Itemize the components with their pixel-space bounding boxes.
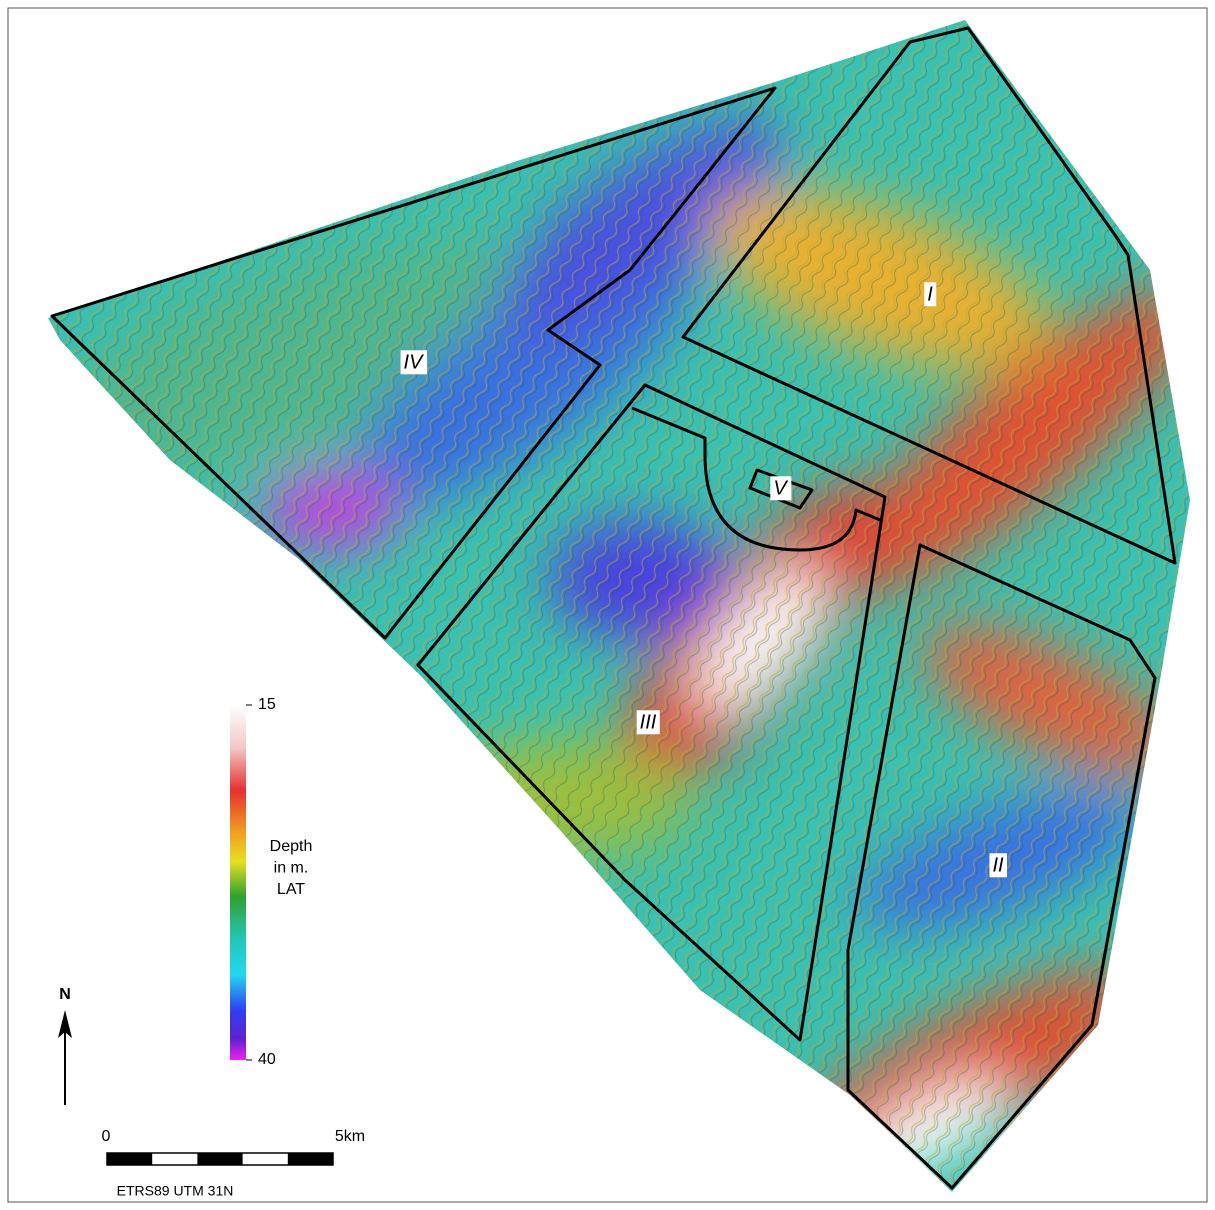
color-scale xyxy=(230,705,246,1060)
region-outlines xyxy=(50,26,1177,1190)
legend: 15 40 Depth in m. LAT xyxy=(246,696,312,1068)
legend-title: Depth xyxy=(270,838,313,855)
north-arrow: N xyxy=(58,986,72,1105)
region-label: IV xyxy=(404,351,425,373)
tick-label: 15 xyxy=(258,696,276,713)
region-label: V xyxy=(773,477,788,499)
region-label: I xyxy=(927,283,933,305)
projection: ETRS89 UTM 31N xyxy=(117,1183,234,1199)
region-label: III xyxy=(640,711,657,733)
region-label-box xyxy=(770,476,792,501)
legend-title: LAT xyxy=(277,881,305,898)
tick-label: 40 xyxy=(258,1051,276,1068)
scale-label: 0 xyxy=(102,1128,111,1145)
region-label-box xyxy=(989,853,1007,878)
legend-title: in m. xyxy=(274,860,309,877)
north-label: N xyxy=(59,986,71,1003)
region-label-box xyxy=(400,350,428,375)
region-label-box xyxy=(636,710,660,735)
region-label: II xyxy=(992,854,1004,876)
scale-label: 5km xyxy=(335,1128,365,1145)
scale-bar: 0 5km ETRS89 UTM 31N xyxy=(102,1128,366,1198)
region-label-box xyxy=(924,282,937,307)
